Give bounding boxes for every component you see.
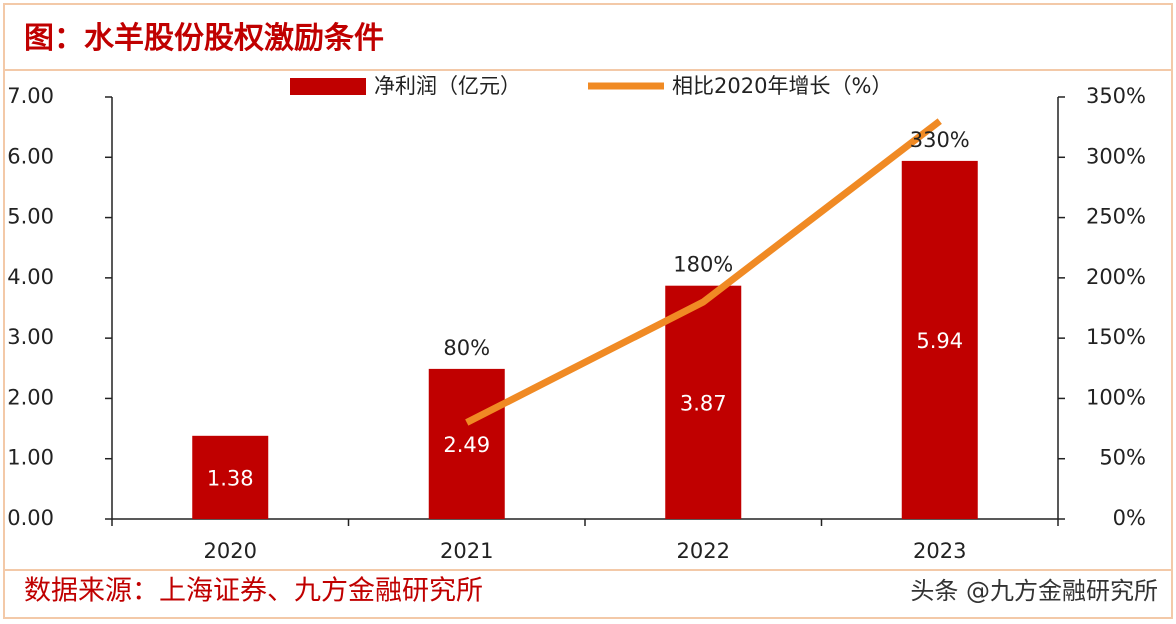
bar-value-label: 1.38 xyxy=(207,466,254,490)
bar-value-label: 5.94 xyxy=(916,329,963,353)
y-tick-label: 2.00 xyxy=(7,385,54,409)
watermark: 头条 @九方金融研究所 xyxy=(910,577,1158,605)
x-tick-label: 2021 xyxy=(440,539,493,563)
y-tick-label: 5.00 xyxy=(7,205,54,229)
y2-tick-label: 200% xyxy=(1086,265,1146,289)
bar xyxy=(192,435,269,519)
bar-value-label: 3.87 xyxy=(680,391,727,415)
line-value-label: 330% xyxy=(910,128,970,152)
bar xyxy=(665,285,742,519)
y-tick-label: 1.00 xyxy=(7,446,54,470)
legend-label: 相比2020年增长（%） xyxy=(672,74,892,98)
y2-tick-label: 300% xyxy=(1086,144,1146,168)
y-tick-label: 0.00 xyxy=(7,506,54,530)
chart-title: 图：水羊股份股权激励条件 xyxy=(24,21,384,56)
y-tick-label: 7.00 xyxy=(7,84,54,108)
y2-tick-label: 250% xyxy=(1086,205,1146,229)
x-tick-label: 2020 xyxy=(204,539,257,563)
x-tick-label: 2022 xyxy=(677,539,730,563)
x-tick-label: 2023 xyxy=(913,539,966,563)
bar xyxy=(901,160,978,519)
y2-tick-label: 0% xyxy=(1113,506,1146,530)
y-tick-label: 3.00 xyxy=(7,325,54,349)
line-value-label: 80% xyxy=(443,336,490,360)
line xyxy=(465,118,942,426)
y2-tick-label: 100% xyxy=(1086,385,1146,409)
bar-value-label: 2.49 xyxy=(443,433,490,457)
y2-tick-label: 350% xyxy=(1086,84,1146,108)
y-tick-label: 4.00 xyxy=(7,265,54,289)
line-value-label: 180% xyxy=(673,253,733,277)
legend-label: 净利润（亿元） xyxy=(374,74,521,98)
y2-tick-label: 150% xyxy=(1086,325,1146,349)
y-tick-label: 6.00 xyxy=(7,144,54,168)
bar xyxy=(428,368,505,519)
legend-swatch xyxy=(290,78,366,95)
y2-tick-label: 50% xyxy=(1099,446,1146,470)
source: 数据来源：上海证券、九方金融研究所 xyxy=(24,576,483,607)
frame xyxy=(3,3,1173,619)
